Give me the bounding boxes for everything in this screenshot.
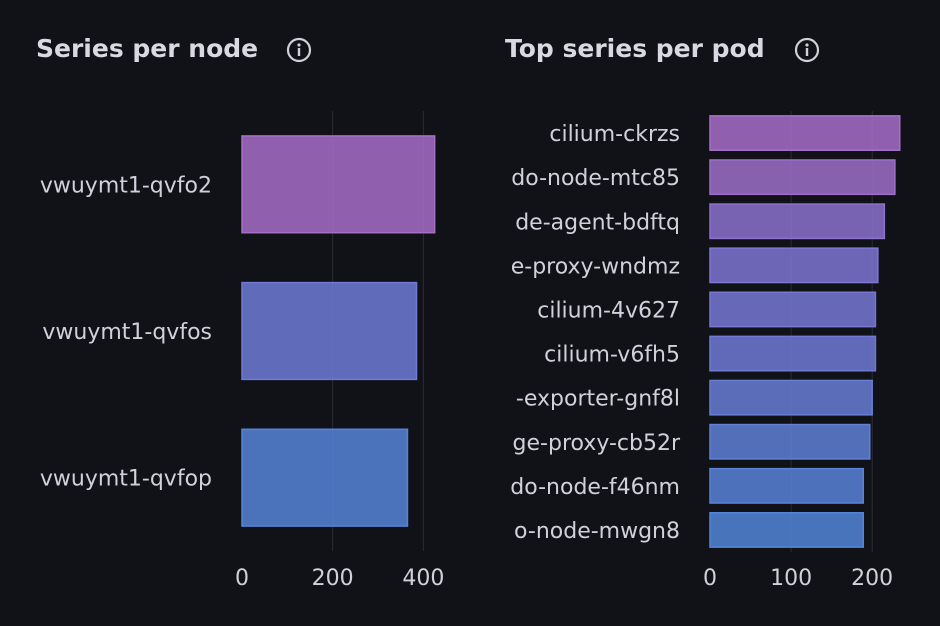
x-tick-label: 0 [703, 566, 717, 591]
category-label: vwuymt1-qvfo2 [40, 173, 212, 198]
top-series-per-pod-chart: 0 100 200 cilium-ckrzs do-node-mtc85 de-agent… [510, 111, 901, 591]
x-tick-label: 200 [851, 566, 893, 591]
series-per-node-chart: 0 200 400 vwuymt1-qvfo2 vwuymt1-qvfos vwuymt1… [40, 111, 444, 591]
category-label: cilium-ckrzs [549, 122, 680, 147]
bar[interactable] [709, 423, 871, 460]
bar[interactable] [709, 467, 865, 504]
category-label: cilium-4v627 [537, 298, 680, 323]
category-label: -exporter-gnf8l [516, 387, 680, 412]
category-label: cilium-v6fh5 [544, 343, 680, 368]
bar[interactable] [709, 379, 873, 416]
bar[interactable] [709, 291, 877, 328]
category-label: de-agent-bdftq [515, 210, 680, 235]
bar[interactable] [241, 281, 418, 381]
category-label: o-node-mwgn8 [514, 519, 680, 544]
bar[interactable] [709, 159, 896, 196]
info-icon[interactable] [794, 37, 820, 63]
series-per-node-panel: Series per node 0 200 400 vwuymt1-qvfo2 vwuy… [36, 34, 444, 591]
category-label: e-proxy-wndmz [511, 254, 680, 279]
top-series-per-pod-panel: Top series per pod 0 100 200 cilium-ckrzs do… [470, 0, 940, 626]
bar[interactable] [709, 335, 877, 372]
category-label: ge-proxy-cb52r [513, 431, 681, 456]
x-tick-label: 100 [770, 566, 812, 591]
bar[interactable] [241, 428, 409, 527]
category-label: do-node-mtc85 [511, 166, 680, 191]
category-label: do-node-f46nm [510, 475, 680, 500]
bar[interactable] [709, 512, 865, 548]
category-label: vwuymt1-qvfop [40, 467, 212, 492]
info-icon[interactable] [286, 37, 312, 63]
bar[interactable] [709, 247, 879, 284]
bar[interactable] [709, 115, 901, 151]
bar[interactable] [709, 203, 886, 240]
panel-title: Top series per pod [505, 34, 765, 63]
panel-title: Series per node [36, 34, 259, 63]
x-tick-label: 400 [402, 566, 444, 591]
x-tick-label: 0 [235, 566, 249, 591]
category-label: vwuymt1-qvfos [42, 320, 212, 345]
x-tick-label: 200 [312, 566, 354, 591]
bar[interactable] [241, 135, 436, 234]
